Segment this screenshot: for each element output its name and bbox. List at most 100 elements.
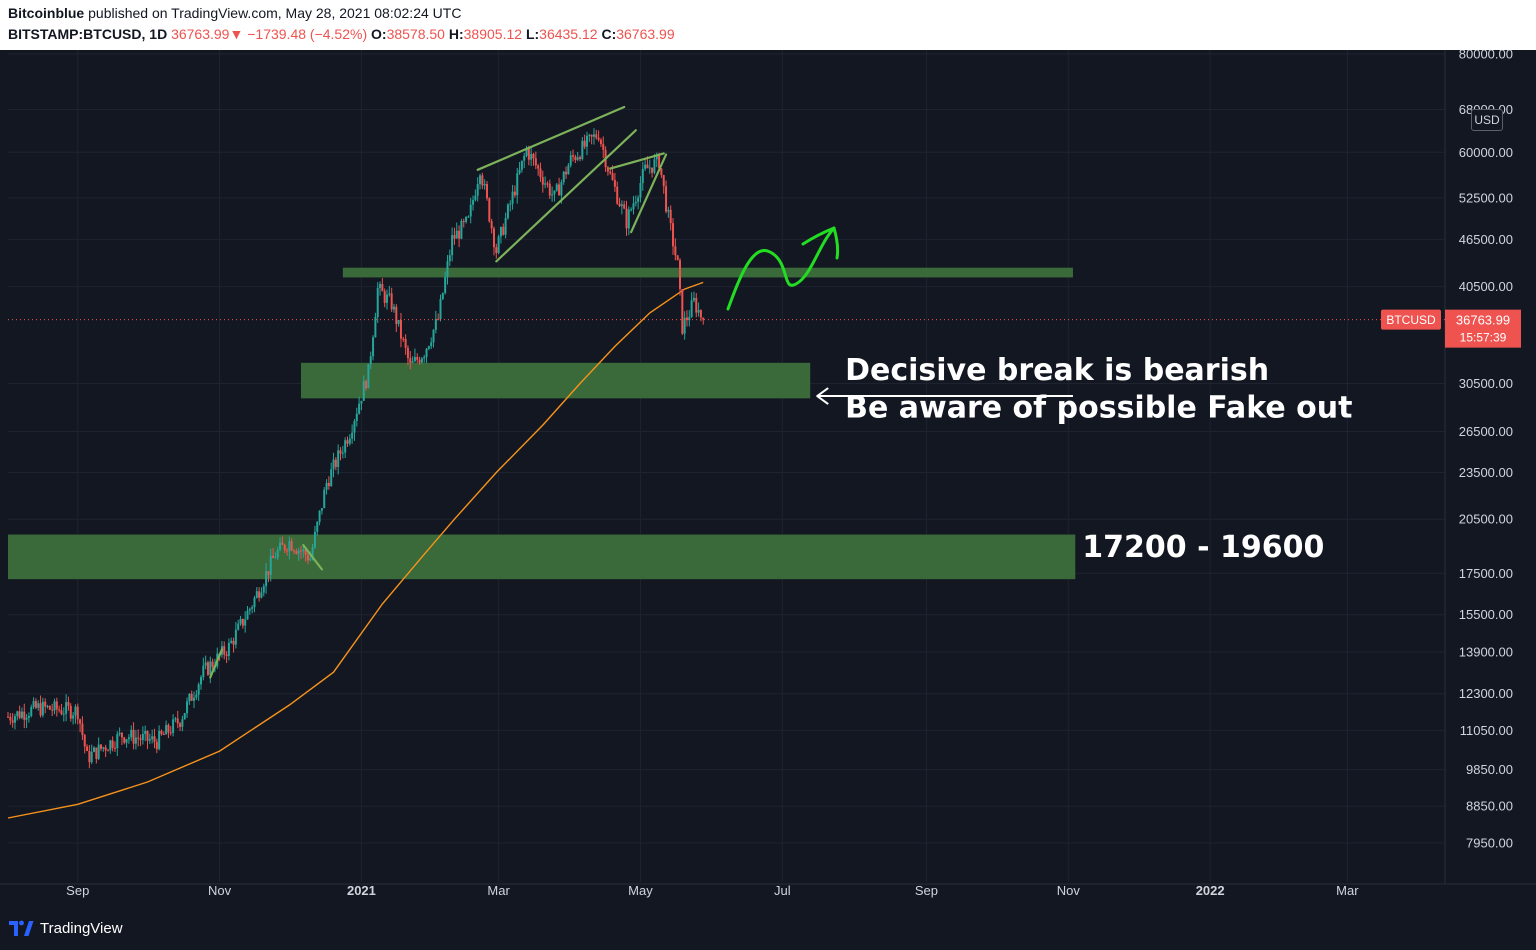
- candle-body: [560, 182, 563, 196]
- time-tick-label: Jul: [774, 883, 791, 898]
- symbol-label[interactable]: BITSTAMP:BTCUSD, 1D: [8, 26, 168, 42]
- candle-body: [676, 255, 679, 261]
- candle-body: [527, 148, 530, 160]
- candle-body: [592, 134, 595, 137]
- time-tick-label: 2021: [347, 883, 376, 898]
- candle-body: [520, 160, 523, 170]
- candle-body: [369, 356, 372, 365]
- candle-body: [297, 550, 300, 554]
- candle-body: [37, 703, 40, 708]
- candle-body: [148, 739, 151, 741]
- candle-body: [262, 586, 265, 593]
- candle-body: [116, 733, 119, 749]
- candle-body: [588, 134, 591, 136]
- candle-body: [423, 357, 426, 359]
- candle-body: [267, 571, 270, 575]
- candle-body: [18, 711, 21, 718]
- candle-body: [651, 167, 654, 173]
- price-change: −1739.48 (−4.52%): [247, 26, 368, 42]
- candle-body: [283, 544, 286, 551]
- candle-body: [697, 310, 700, 313]
- candle-body: [595, 134, 598, 138]
- candle-body: [95, 747, 98, 759]
- price-tick-label: 20500.00: [1459, 512, 1513, 527]
- ohlc-legend: BITSTAMP:BTCUSD, 1D 36763.99▼ −1739.48 (…: [8, 26, 675, 42]
- candle-body: [490, 221, 493, 229]
- candle-body: [86, 746, 89, 752]
- candle-body: [16, 711, 19, 717]
- candle-body: [702, 317, 705, 320]
- moving-average: [7, 281, 704, 819]
- candle-body: [139, 738, 142, 740]
- tradingview-logo-icon: [9, 920, 34, 936]
- candle-body: [437, 318, 440, 320]
- candle-body: [88, 751, 91, 763]
- candle-body: [504, 218, 507, 235]
- candle-body: [376, 288, 379, 317]
- candle-body: [386, 294, 389, 303]
- candle-body: [644, 164, 647, 169]
- candle-body: [130, 729, 133, 738]
- candle-body: [211, 661, 214, 667]
- candle-body: [379, 283, 382, 289]
- candle-body: [74, 706, 77, 716]
- candle-body: [525, 148, 528, 156]
- chart-area[interactable]: Decisive break is bearish Be aware of pos…: [0, 50, 1536, 910]
- candle-body: [97, 744, 100, 759]
- candle-body: [260, 592, 263, 598]
- price-tick-label: 40500.00: [1459, 279, 1513, 294]
- candle-body: [83, 735, 86, 747]
- candle-body: [674, 246, 677, 256]
- candle-body: [334, 459, 337, 467]
- time-tick-label: Nov: [1057, 883, 1081, 898]
- candle-body: [55, 701, 58, 710]
- candle-body: [155, 741, 158, 750]
- candle-body: [518, 169, 521, 174]
- candle-body: [7, 716, 9, 718]
- candle-body: [44, 701, 47, 707]
- candle-body: [655, 154, 658, 160]
- candle-body: [374, 316, 377, 338]
- candle-body: [465, 216, 468, 222]
- candle-body: [158, 730, 161, 750]
- candle-body: [234, 629, 237, 645]
- candle-body: [434, 318, 437, 330]
- candle-body: [153, 736, 156, 742]
- candle-body: [383, 291, 386, 303]
- candle-body: [562, 171, 565, 183]
- candle-body: [409, 358, 412, 363]
- candle-body: [474, 195, 477, 201]
- trendline: [209, 648, 224, 679]
- candle-body: [539, 168, 542, 178]
- candle-body: [583, 140, 586, 147]
- candle-body: [637, 197, 640, 202]
- candle-body: [60, 710, 63, 715]
- candle-body: [688, 316, 691, 321]
- candle-body: [288, 541, 291, 552]
- candle-body: [51, 709, 54, 711]
- candle-body: [444, 277, 447, 293]
- price-tick-label: 15500.00: [1459, 607, 1513, 622]
- candle-body: [90, 751, 93, 763]
- price-tick-label: 17500.00: [1459, 566, 1513, 581]
- candle-body: [65, 702, 68, 714]
- time-tick-label: 2022: [1196, 883, 1225, 898]
- currency-button[interactable]: USD: [1471, 109, 1503, 131]
- candle-body: [669, 209, 672, 224]
- candle-body: [13, 716, 16, 723]
- candle-body: [251, 607, 254, 609]
- candle-body: [558, 184, 561, 196]
- tradingview-brand: TradingView: [40, 919, 123, 937]
- candle-body: [455, 230, 458, 239]
- candle-body: [392, 306, 395, 310]
- candle-body: [144, 730, 147, 734]
- candle-body: [202, 665, 205, 678]
- published-text: published on TradingView.com, May 28, 20…: [88, 5, 462, 21]
- candle-body: [611, 173, 614, 180]
- annotation-text: Be aware of possible Fake out: [845, 391, 1352, 426]
- tradingview-logo[interactable]: TradingView: [8, 918, 123, 938]
- candle-body: [279, 542, 282, 550]
- candle-body: [660, 168, 663, 176]
- author-name[interactable]: Bitcoinblue: [8, 5, 85, 21]
